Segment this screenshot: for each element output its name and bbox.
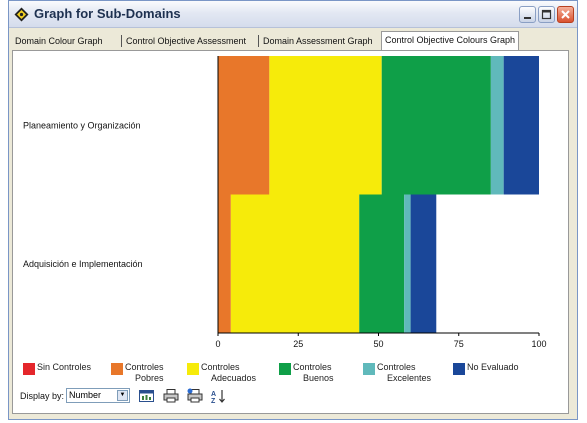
window-title: Graph for Sub-Domains	[34, 6, 181, 21]
legend-label: No Evaluado	[467, 362, 527, 373]
bar-segment	[490, 56, 504, 195]
legend-swatch	[453, 363, 465, 375]
category-label: Adquisición e Implementación	[23, 259, 143, 269]
legend-label-line: Controles	[377, 362, 416, 372]
x-tick-label: 0	[215, 339, 220, 349]
x-tick-label: 75	[454, 339, 464, 349]
legend-label-line: Controles	[293, 362, 332, 372]
bar-segment	[269, 56, 382, 195]
tab-domain-assessment-graph[interactable]: Domain Assessment Graph	[263, 36, 373, 46]
bar-segment	[410, 194, 437, 333]
bar-segment	[218, 56, 270, 195]
chart-panel: Planeamiento y Organización Adquisición e…	[12, 50, 569, 414]
x-tick-label: 50	[373, 339, 383, 349]
maximize-icon	[541, 9, 552, 20]
app-icon	[14, 7, 29, 22]
legend-label: Controles Adecuados	[201, 362, 261, 384]
legend-label: Controles Buenos	[293, 362, 353, 384]
legend-swatch	[111, 363, 123, 375]
tab-separator	[121, 35, 122, 47]
minimize-icon	[524, 17, 531, 19]
bar-segment	[230, 194, 360, 333]
legend-label-line: No Evaluado	[467, 362, 519, 372]
x-tick-label: 25	[293, 339, 303, 349]
legend-label: Controles Pobres	[125, 362, 185, 384]
tab-domain-colour-graph[interactable]: Domain Colour Graph	[15, 36, 103, 46]
display-by-value: Number	[69, 390, 102, 400]
legend-label: Sin Controles	[37, 362, 97, 373]
tab-control-objective-assessment[interactable]: Control Objective Assessment	[126, 36, 247, 46]
legend-label-line: Controles	[125, 362, 164, 372]
legend-label-line: Sin Controles	[37, 362, 92, 372]
tab-control-objective-colours-graph[interactable]: Control Objective Colours Graph	[381, 31, 520, 50]
chevron-down-icon[interactable]: ▼	[117, 390, 128, 401]
legend-swatch	[23, 363, 35, 375]
close-icon	[561, 10, 570, 19]
print-icon[interactable]	[162, 388, 180, 404]
stacked-bar-chart: Planeamiento y Organización Adquisición e…	[23, 56, 547, 349]
legend-label-line: Adecuados	[211, 373, 257, 383]
svg-text:Z: Z	[211, 398, 216, 404]
bar-segment	[218, 194, 231, 333]
svg-text:A: A	[211, 391, 216, 398]
legend-label-line: Excelentes	[387, 373, 432, 383]
close-button[interactable]	[557, 6, 574, 23]
minimize-button[interactable]	[519, 6, 536, 23]
display-by-select[interactable]: Number ▼	[66, 388, 130, 403]
bar-segment	[503, 56, 539, 195]
legend-label-line: Pobres	[135, 373, 164, 383]
legend-label-line: Controles	[201, 362, 240, 372]
x-tick-label: 100	[531, 339, 546, 349]
tab-separator	[258, 35, 259, 47]
display-by-label: Display by:	[20, 391, 65, 401]
bar-segment	[381, 56, 491, 195]
chart-icon[interactable]	[138, 388, 156, 404]
legend-label-line: Buenos	[303, 373, 334, 383]
print-setup-icon[interactable]	[186, 388, 204, 404]
category-label: Planeamiento y Organización	[23, 120, 141, 130]
legend-swatch	[363, 363, 375, 375]
maximize-button[interactable]	[538, 6, 555, 23]
legend-swatch	[187, 363, 199, 375]
legend-swatch	[279, 363, 291, 375]
legend-label: Controles Excelentes	[377, 362, 437, 384]
bar-segment	[359, 194, 405, 333]
title-bar[interactable]: Graph for Sub-Domains	[9, 1, 577, 28]
sort-icon[interactable]: A Z	[210, 388, 228, 404]
graph-window: Graph for Sub-Domains Domain Colour Grap…	[8, 0, 578, 420]
bar-segment	[404, 194, 411, 333]
